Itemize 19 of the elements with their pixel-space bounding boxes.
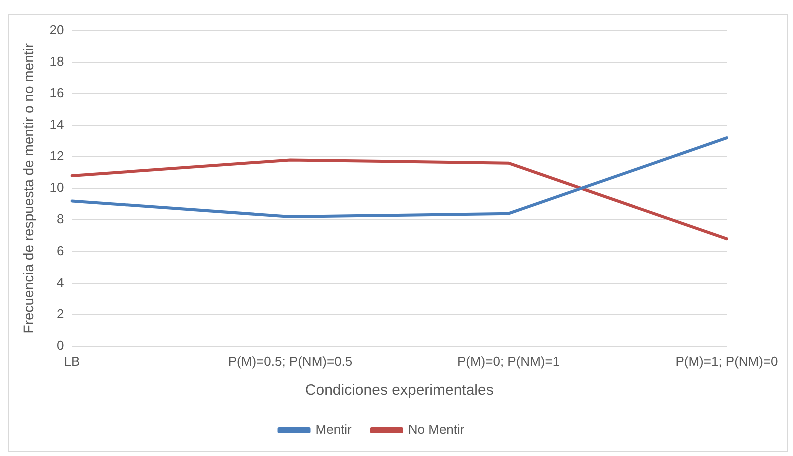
y-tick-label: 16 [50,86,64,100]
x-tick-label: LB [64,354,80,369]
y-tick-label: 18 [50,54,64,69]
y-tick-label: 2 [57,306,64,322]
y-axis-title: Frecuencia de respuesta de mentir o no mentir [20,43,36,334]
x-tick-label: P(M)=0.5; P(NM)=0.5 [228,354,353,369]
y-tick-label: 12 [50,148,64,164]
x-axis-title: Condiciones experimentales [305,382,494,400]
y-tick-label: 6 [57,243,64,258]
legend-label: Mentir [316,422,353,438]
y-tick-label: 14 [50,117,64,132]
legend-label: No Mentir [408,422,466,438]
y-tick-label: 4 [57,274,64,290]
x-tick-label: P(M)=0; P(NM)=1 [457,354,560,369]
y-tick-label: 10 [50,180,64,196]
y-tick-label: 0 [57,338,64,353]
y-tick-label: 20 [50,22,64,38]
y-tick-label: 8 [57,212,64,227]
x-tick-label: P(M)=1; P(NM)=0 [676,354,778,369]
